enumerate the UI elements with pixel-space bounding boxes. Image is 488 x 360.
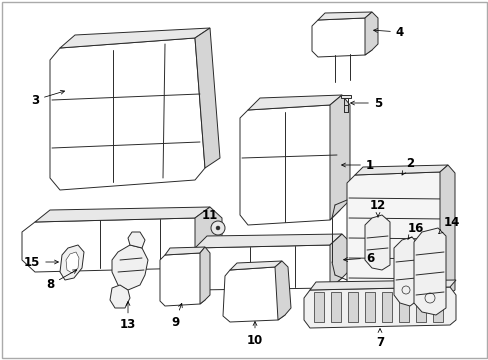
Polygon shape	[311, 18, 371, 57]
Polygon shape	[60, 245, 84, 280]
Polygon shape	[393, 237, 417, 306]
Polygon shape	[347, 292, 357, 322]
Text: 7: 7	[375, 329, 383, 348]
Polygon shape	[274, 261, 290, 320]
Polygon shape	[329, 234, 351, 288]
Polygon shape	[112, 245, 148, 290]
Polygon shape	[223, 267, 285, 322]
Polygon shape	[22, 218, 209, 272]
Polygon shape	[35, 207, 209, 222]
Polygon shape	[413, 228, 445, 315]
Text: 11: 11	[202, 208, 223, 226]
Polygon shape	[128, 232, 145, 248]
Text: 5: 5	[350, 96, 381, 109]
Polygon shape	[183, 245, 341, 290]
Polygon shape	[240, 105, 339, 225]
Polygon shape	[309, 280, 455, 290]
Polygon shape	[398, 292, 408, 322]
Polygon shape	[200, 247, 209, 304]
Polygon shape	[160, 253, 204, 306]
Polygon shape	[317, 12, 371, 20]
Text: 1: 1	[341, 158, 373, 171]
Text: 15: 15	[24, 256, 58, 269]
Polygon shape	[195, 234, 341, 248]
Text: 16: 16	[407, 221, 423, 239]
Text: 2: 2	[401, 157, 413, 175]
Circle shape	[210, 221, 224, 235]
Polygon shape	[364, 215, 389, 270]
Polygon shape	[66, 252, 79, 273]
Polygon shape	[364, 292, 374, 322]
Polygon shape	[60, 28, 209, 48]
Text: 12: 12	[369, 198, 386, 217]
Text: 13: 13	[120, 302, 136, 332]
Polygon shape	[110, 285, 130, 308]
Polygon shape	[415, 292, 425, 322]
Polygon shape	[164, 247, 204, 255]
Circle shape	[216, 226, 220, 230]
Text: 10: 10	[246, 321, 263, 346]
Polygon shape	[50, 38, 204, 190]
Polygon shape	[195, 207, 222, 268]
Text: 4: 4	[373, 26, 403, 39]
Polygon shape	[304, 287, 455, 328]
Text: 9: 9	[170, 303, 182, 328]
Polygon shape	[354, 165, 447, 175]
Polygon shape	[247, 95, 341, 110]
Polygon shape	[346, 172, 447, 305]
Polygon shape	[195, 28, 220, 168]
Text: 6: 6	[343, 252, 373, 265]
Text: 14: 14	[438, 216, 459, 234]
Polygon shape	[439, 165, 454, 302]
Polygon shape	[381, 292, 391, 322]
Text: 3: 3	[31, 90, 64, 107]
Polygon shape	[340, 95, 350, 98]
Text: 8: 8	[46, 270, 77, 292]
Polygon shape	[329, 95, 349, 220]
Polygon shape	[364, 12, 377, 55]
Polygon shape	[229, 261, 282, 270]
Polygon shape	[330, 292, 340, 322]
Polygon shape	[313, 292, 324, 322]
Polygon shape	[432, 292, 442, 322]
